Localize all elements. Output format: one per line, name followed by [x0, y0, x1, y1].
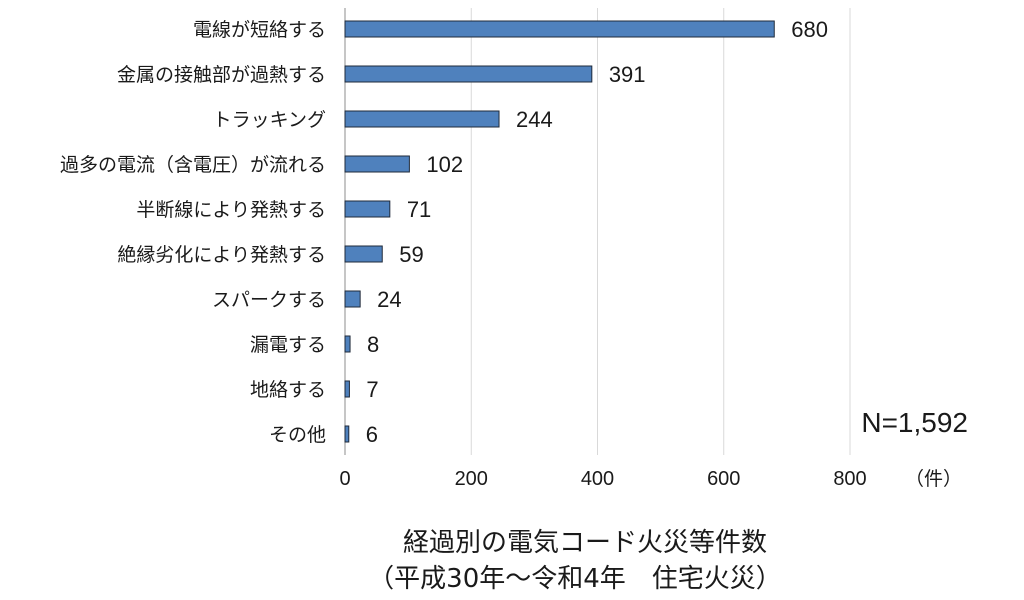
category-label: 過多の電流（含電圧）が流れる	[60, 154, 326, 176]
category-label: 絶縁劣化により発熱する	[117, 244, 326, 266]
category-label: 金属の接触部が過熱する	[117, 64, 326, 86]
x-axis-unit-label: （件）	[905, 468, 962, 490]
value-label: 391	[609, 62, 646, 87]
bar-2	[344, 110, 500, 128]
bar-7	[344, 335, 351, 353]
x-tick-label: 600	[707, 468, 740, 490]
value-label: 244	[516, 107, 553, 132]
value-label: 24	[377, 287, 401, 312]
value-label: 8	[367, 332, 379, 357]
bar-0	[344, 20, 775, 38]
x-tick-label: 200	[455, 468, 488, 490]
x-tick-label: 400	[581, 468, 614, 490]
category-label: 電線が短絡する	[193, 19, 326, 41]
category-label: 地絡する	[250, 379, 326, 401]
value-label: 7	[366, 377, 378, 402]
total-count-annotation: N=1,592	[861, 407, 968, 438]
x-tick-label: 0	[339, 468, 350, 490]
category-label: その他	[269, 424, 326, 446]
category-label: トラッキング	[213, 109, 326, 131]
chart-subtitle: （平成30年～令和4年 住宅火災）	[368, 564, 782, 594]
bar-3	[344, 155, 410, 173]
bars	[344, 20, 775, 443]
value-label: 6	[366, 422, 378, 447]
bar-8	[344, 380, 350, 398]
category-label: スパークする	[212, 289, 326, 311]
labels: 0 200 400 600 800 電線が短絡する 680 金属の接触部が過熱する 391 トラッ…	[60, 17, 867, 490]
category-label: 半断線により発熱する	[136, 199, 326, 221]
value-label: 59	[399, 242, 423, 267]
chart-title: 経過別の電気コード火災等件数	[403, 528, 767, 558]
bar-1	[344, 65, 593, 83]
bar-9	[344, 425, 350, 443]
category-label: 漏電する	[250, 334, 326, 356]
x-tick-label: 800	[833, 468, 866, 490]
bar-4	[344, 200, 391, 218]
value-label: 680	[791, 17, 828, 42]
value-label: 71	[407, 197, 431, 222]
bar-5	[344, 245, 383, 263]
bar-6	[344, 290, 361, 308]
value-label: 102	[426, 152, 463, 177]
